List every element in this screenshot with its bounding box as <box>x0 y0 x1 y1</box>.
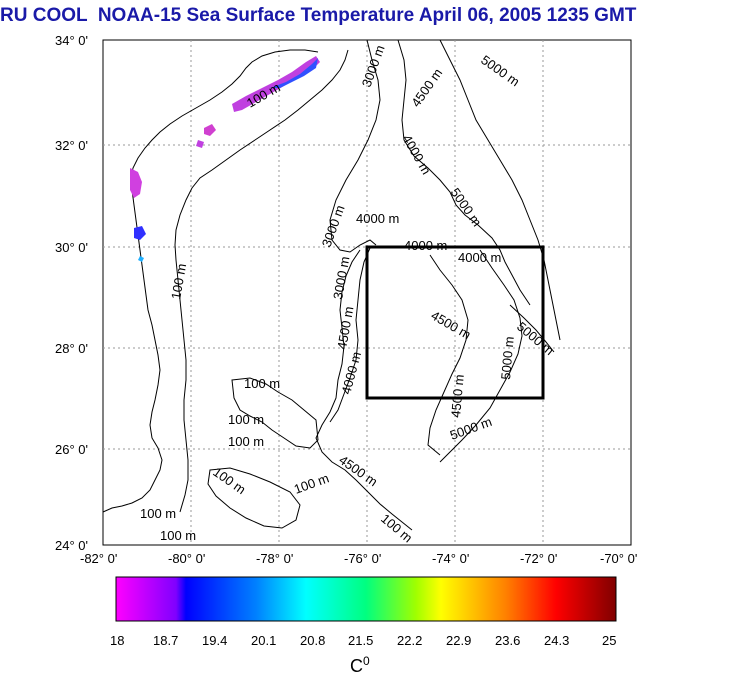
lon-label-76: -76° 0' <box>344 551 381 566</box>
depth-label: 5000 m <box>498 336 517 381</box>
contour-4000m <box>397 39 531 306</box>
depth-label: 4000 m <box>356 211 399 226</box>
colorbar-tick: 19.4 <box>202 633 227 648</box>
colorbar-tick: 25 <box>602 633 616 648</box>
unit-text: C <box>350 656 363 676</box>
colorbar <box>115 576 617 622</box>
colorbar-tick: 18.7 <box>153 633 178 648</box>
contour-deep-3 <box>509 304 555 353</box>
depth-label: 100 m <box>228 412 264 427</box>
contour-4500m <box>439 39 561 341</box>
depth-label: 4500 m <box>448 374 467 419</box>
lon-label-74: -74° 0' <box>432 551 469 566</box>
lat-label-28: 28° 0' <box>55 341 88 356</box>
depth-label: 100 m <box>160 528 196 543</box>
colorbar-tick: 22.2 <box>397 633 422 648</box>
depth-label: 100 m <box>140 506 176 521</box>
colorbar-tick: 20.8 <box>300 633 325 648</box>
sst-patches <box>130 56 320 262</box>
lat-label-24: 24° 0' <box>55 538 88 553</box>
colorbar-tick: 23.6 <box>495 633 520 648</box>
contour-shelf-south <box>207 467 301 529</box>
colorbar-tick: 22.9 <box>446 633 471 648</box>
study-box <box>365 245 545 400</box>
lon-label-78: -78° 0' <box>256 551 293 566</box>
colorbar-tick: 21.5 <box>348 633 373 648</box>
depth-label: 4000 m <box>458 250 501 265</box>
depth-label: 4500 m <box>334 305 356 350</box>
lon-label-82: -82° 0' <box>80 551 117 566</box>
colorbar-ticks: 18 18.7 19.4 20.1 20.8 21.5 22.2 22.9 23… <box>110 633 616 648</box>
contour-100m <box>174 49 349 513</box>
lon-label-80: -80° 0' <box>168 551 205 566</box>
coastline <box>102 49 319 513</box>
contour-deep-1 <box>427 254 469 456</box>
lat-label-34: 34° 0' <box>55 33 88 48</box>
lon-label-72: -72° 0' <box>520 551 557 566</box>
map-title: RU COOL NOAA-15 Sea Surface Temperature … <box>0 5 637 26</box>
lat-label-30: 30° 0' <box>55 240 88 255</box>
depth-label: 3000 m <box>330 255 352 300</box>
colorbar-tick: 24.3 <box>544 633 569 648</box>
colorbar-tick: 18 <box>110 633 124 648</box>
colorbar-tick: 20.1 <box>251 633 276 648</box>
lon-label-70: -70° 0' <box>600 551 637 566</box>
contour-bahamas-2 <box>329 247 371 423</box>
depth-label: 100 m <box>228 434 264 449</box>
contour-bahamas <box>315 249 413 531</box>
depth-label: 100 m <box>168 262 189 300</box>
depth-label: 4000 m <box>404 238 447 253</box>
colorbar-unit: C0 <box>350 654 370 677</box>
contour-shelf-bahamas <box>231 377 319 449</box>
lat-label-26: 26° 0' <box>55 442 88 457</box>
contour-deep-2 <box>439 249 523 463</box>
unit-sup: 0 <box>363 654 370 668</box>
contour-3000m <box>329 39 381 253</box>
depth-label: 100 m <box>244 376 280 391</box>
lat-label-32: 32° 0' <box>55 138 88 153</box>
